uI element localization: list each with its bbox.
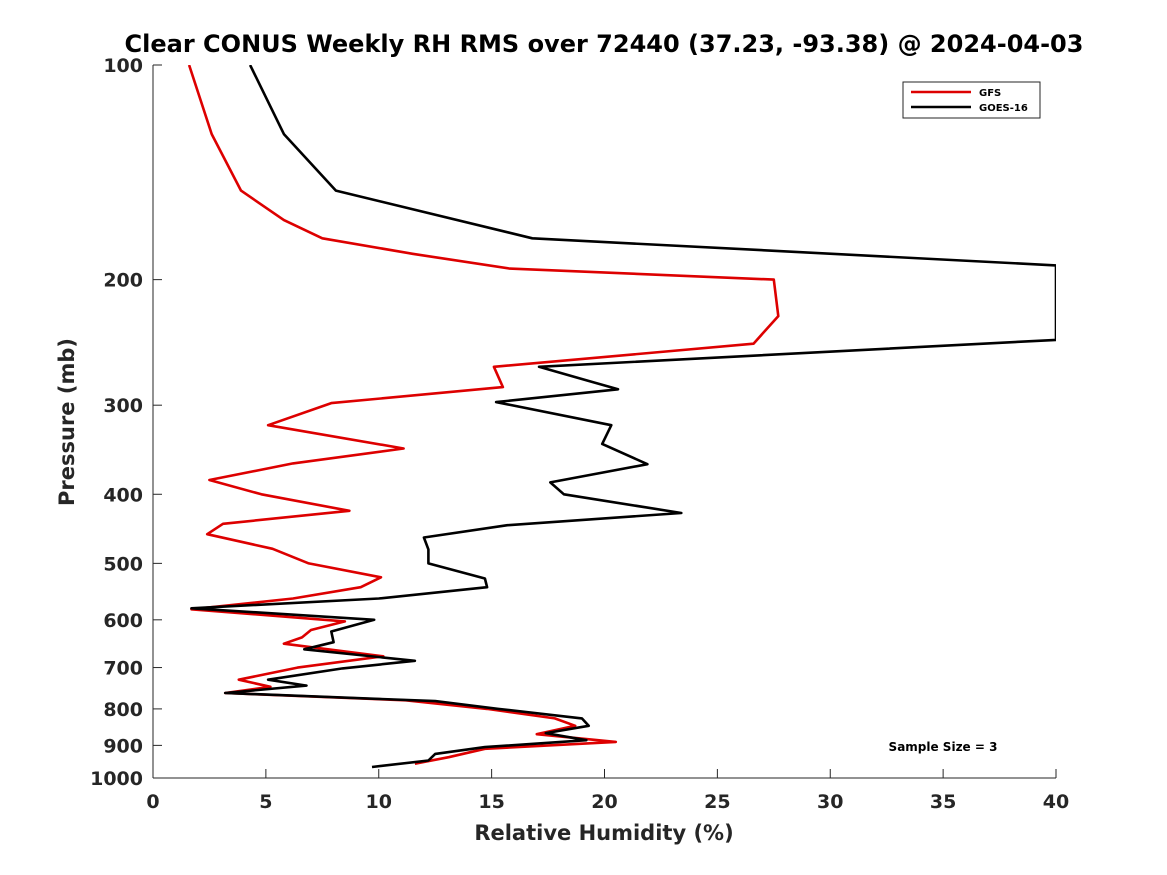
- x-tick-label: 25: [704, 791, 730, 813]
- x-axis-label: Relative Humidity (%): [474, 821, 733, 845]
- y-tick-label: 100: [103, 55, 143, 77]
- x-tick-label: 5: [259, 791, 272, 813]
- x-tick-label: 15: [478, 791, 504, 813]
- y-tick-label: 200: [103, 270, 143, 292]
- x-tick-label: 10: [366, 791, 392, 813]
- x-tick-label: 20: [591, 791, 617, 813]
- chart-title: Clear CONUS Weekly RH RMS over 72440 (37…: [125, 30, 1084, 58]
- series-line-gfs: [187, 65, 780, 765]
- legend-label: GFS: [979, 88, 1001, 99]
- y-tick-label: 800: [103, 699, 143, 721]
- x-tick-label: 0: [146, 791, 159, 813]
- y-tick-label: 700: [103, 658, 143, 680]
- y-tick-label: 400: [103, 484, 143, 506]
- series-line-goes-16: [190, 65, 1056, 769]
- y-tick-label: 900: [103, 735, 143, 757]
- legend-box: [902, 81, 1041, 119]
- y-axis-label: Pressure (mb): [55, 338, 79, 506]
- series-layer: [187, 65, 1056, 769]
- x-tick-label: 30: [817, 791, 843, 813]
- legend: GFS GOES-16: [902, 81, 1041, 119]
- plot-area: [153, 65, 1056, 778]
- x-tick-label: 35: [930, 791, 956, 813]
- y-tick-label: 300: [103, 395, 143, 417]
- y-tick-label: 600: [103, 610, 143, 632]
- plot-background: [153, 65, 1056, 778]
- y-tick-label: 500: [103, 553, 143, 575]
- legend-label: GOES-16: [979, 103, 1028, 114]
- x-tick-label: 40: [1043, 791, 1069, 813]
- sample-size-annotation: Sample Size = 3: [889, 740, 998, 754]
- y-tick-label: 1000: [90, 768, 143, 790]
- axes-layer: 0 5 10 15 20 25 30 35 40 100 200 300 400 500 600 700 800…: [90, 55, 1069, 813]
